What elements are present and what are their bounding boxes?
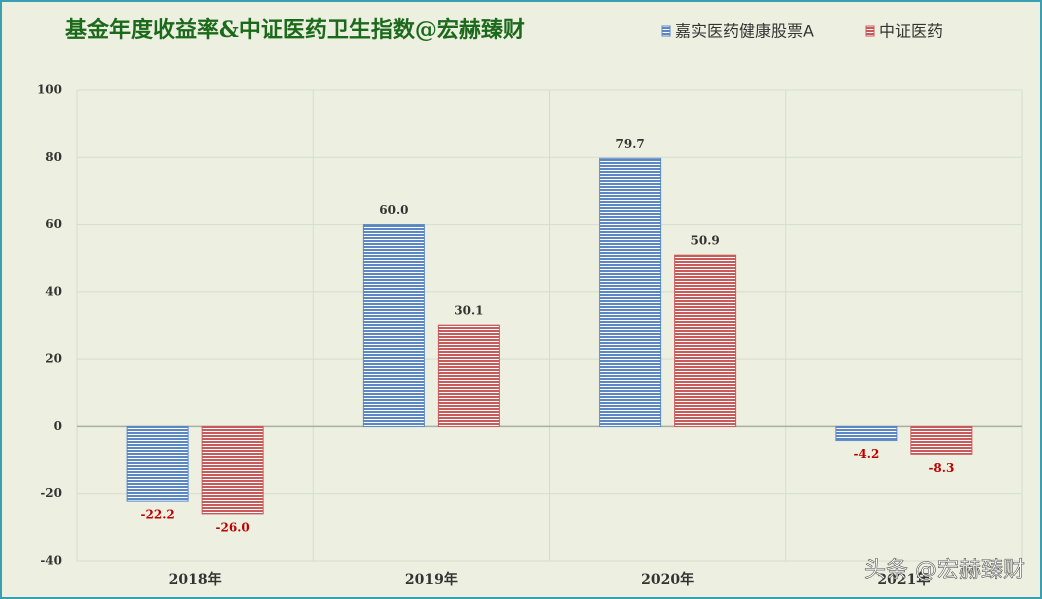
y-tick-label: 40 [45, 284, 62, 298]
legend-swatch [661, 25, 671, 37]
legend-label: 中证医药 [879, 22, 943, 41]
y-tick-label: 0 [54, 419, 62, 433]
chart-title: 基金年度收益率&中证医药卫生指数@宏赫臻财 [65, 17, 525, 43]
y-tick-label: 100 [37, 83, 62, 97]
data-label: 60.0 [379, 203, 408, 217]
data-label: 30.1 [454, 304, 483, 318]
x-tick-label: 2020年 [641, 571, 694, 588]
y-tick-label: -20 [40, 486, 62, 500]
y-tick-label: 20 [45, 352, 62, 366]
y-tick-label: -40 [40, 554, 62, 568]
x-tick-label: 2018年 [169, 571, 222, 588]
data-label: -4.2 [853, 447, 879, 461]
data-label: 50.9 [691, 234, 720, 248]
x-tick-label: 2021年 [877, 571, 930, 588]
data-label: -26.0 [216, 520, 250, 534]
y-tick-label: 60 [45, 217, 62, 231]
legend-swatch [865, 25, 875, 37]
y-tick-label: 80 [45, 150, 62, 164]
data-label: -22.2 [141, 508, 175, 522]
plot-area: -40 -20 0 20 40 60 80 100 2018年 -22.2 -26.0 2019年 60… [37, 83, 1023, 588]
bar [599, 157, 662, 427]
data-label: -8.3 [928, 461, 954, 475]
bar [201, 425, 264, 515]
bar [362, 224, 425, 427]
x-tick-label: 2019年 [405, 571, 458, 588]
bar [835, 425, 898, 442]
bar [126, 425, 189, 502]
data-label: 79.7 [616, 137, 645, 151]
legend-label: 嘉实医药健康股票A [675, 22, 814, 41]
watermark: 头条 @宏赫臻财 [864, 558, 1025, 583]
bar [437, 324, 500, 427]
bar [674, 254, 737, 427]
bar [910, 425, 973, 455]
